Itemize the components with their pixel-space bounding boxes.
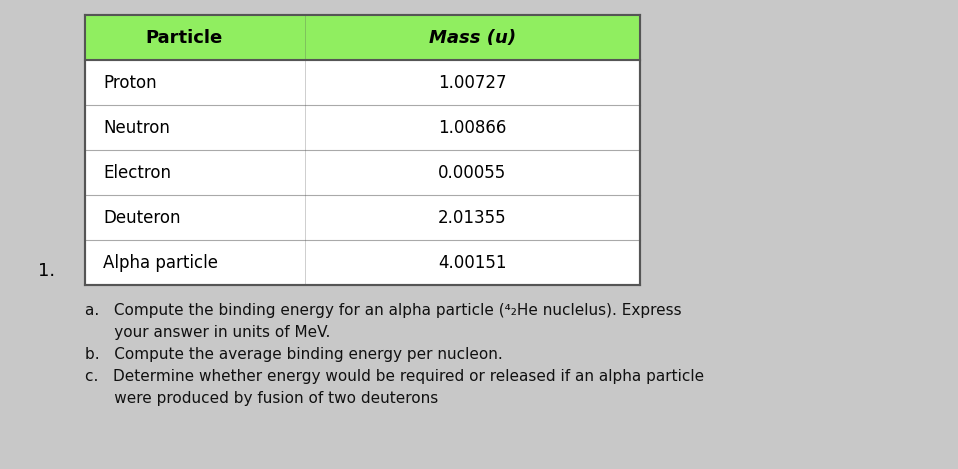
Text: c.   Determine whether energy would be required or released if an alpha particle: c. Determine whether energy would be req… (85, 369, 704, 384)
Text: a.   Compute the binding energy for an alpha particle (⁴₂He nuclelus). Express: a. Compute the binding energy for an alp… (85, 303, 682, 318)
Text: Electron: Electron (103, 164, 171, 182)
Text: Particle: Particle (146, 29, 222, 46)
Text: 2.01355: 2.01355 (438, 209, 507, 227)
Text: 1.: 1. (38, 262, 56, 280)
FancyBboxPatch shape (85, 15, 640, 285)
Text: 4.00151: 4.00151 (438, 254, 507, 272)
Text: Neutron: Neutron (103, 119, 170, 136)
Text: Deuteron: Deuteron (103, 209, 180, 227)
Text: Proton: Proton (103, 74, 156, 91)
Text: your answer in units of MeV.: your answer in units of MeV. (85, 325, 331, 340)
Text: b.   Compute the average binding energy per nucleon.: b. Compute the average binding energy pe… (85, 347, 503, 362)
Text: 0.00055: 0.00055 (439, 164, 507, 182)
Text: were produced by fusion of two deuterons: were produced by fusion of two deuterons (85, 391, 438, 406)
Text: 1.00866: 1.00866 (439, 119, 507, 136)
Text: 1.00727: 1.00727 (438, 74, 507, 91)
FancyBboxPatch shape (85, 15, 640, 60)
Text: Alpha particle: Alpha particle (103, 254, 218, 272)
Text: Mass (u): Mass (u) (429, 29, 516, 46)
